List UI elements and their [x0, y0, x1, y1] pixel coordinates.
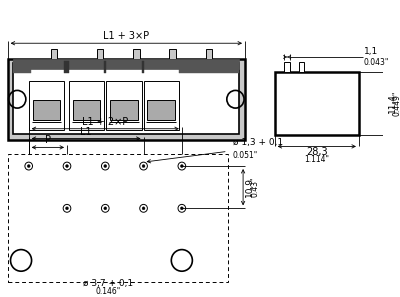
Bar [275, 72, 359, 135]
Text: 0.051": 0.051" [232, 151, 258, 160]
Text: 10,9: 10,9 [245, 177, 254, 197]
Bar [206, 49, 212, 59]
Bar [13, 63, 239, 134]
Bar [8, 154, 228, 282]
Circle shape [66, 165, 68, 168]
Text: 1,1: 1,1 [364, 47, 378, 56]
Text: ø 3,7 + 0,1: ø 3,7 + 0,1 [83, 279, 133, 288]
Text: 0.146": 0.146" [96, 287, 121, 296]
Bar [29, 80, 64, 130]
Bar [32, 100, 60, 120]
Bar [64, 61, 69, 73]
Bar [106, 80, 142, 130]
Circle shape [66, 207, 68, 210]
Text: 0.43": 0.43" [250, 177, 259, 198]
Bar [51, 49, 58, 59]
Circle shape [104, 165, 107, 168]
Text: L1 + 3×P: L1 + 3×P [103, 31, 149, 41]
Text: L1 + 2×P: L1 + 2×P [82, 117, 128, 127]
Bar [299, 62, 304, 72]
Bar [110, 100, 138, 120]
Text: 0.043": 0.043" [364, 58, 389, 67]
Bar [169, 49, 176, 59]
Text: 0.449": 0.449" [393, 91, 400, 116]
Circle shape [180, 165, 183, 168]
Text: P: P [45, 135, 51, 146]
Bar [13, 61, 31, 73]
Circle shape [180, 207, 183, 210]
Text: 28,3: 28,3 [306, 147, 328, 157]
Bar [13, 59, 239, 69]
Bar [284, 62, 290, 72]
Text: 1.114": 1.114" [304, 154, 329, 164]
Bar [147, 100, 175, 120]
Circle shape [27, 165, 30, 168]
Text: ø 1,3 + 0,1: ø 1,3 + 0,1 [232, 138, 283, 147]
Bar [144, 80, 179, 130]
Text: L1: L1 [80, 127, 92, 137]
Bar [133, 49, 140, 59]
Bar [179, 61, 239, 73]
Bar [104, 61, 106, 73]
Bar [8, 59, 245, 140]
Bar [73, 100, 100, 120]
Circle shape [104, 207, 107, 210]
Circle shape [142, 207, 145, 210]
Circle shape [142, 165, 145, 168]
Bar [142, 61, 144, 73]
Bar [97, 49, 103, 59]
Text: 11,4: 11,4 [388, 93, 397, 113]
Bar [69, 80, 104, 130]
